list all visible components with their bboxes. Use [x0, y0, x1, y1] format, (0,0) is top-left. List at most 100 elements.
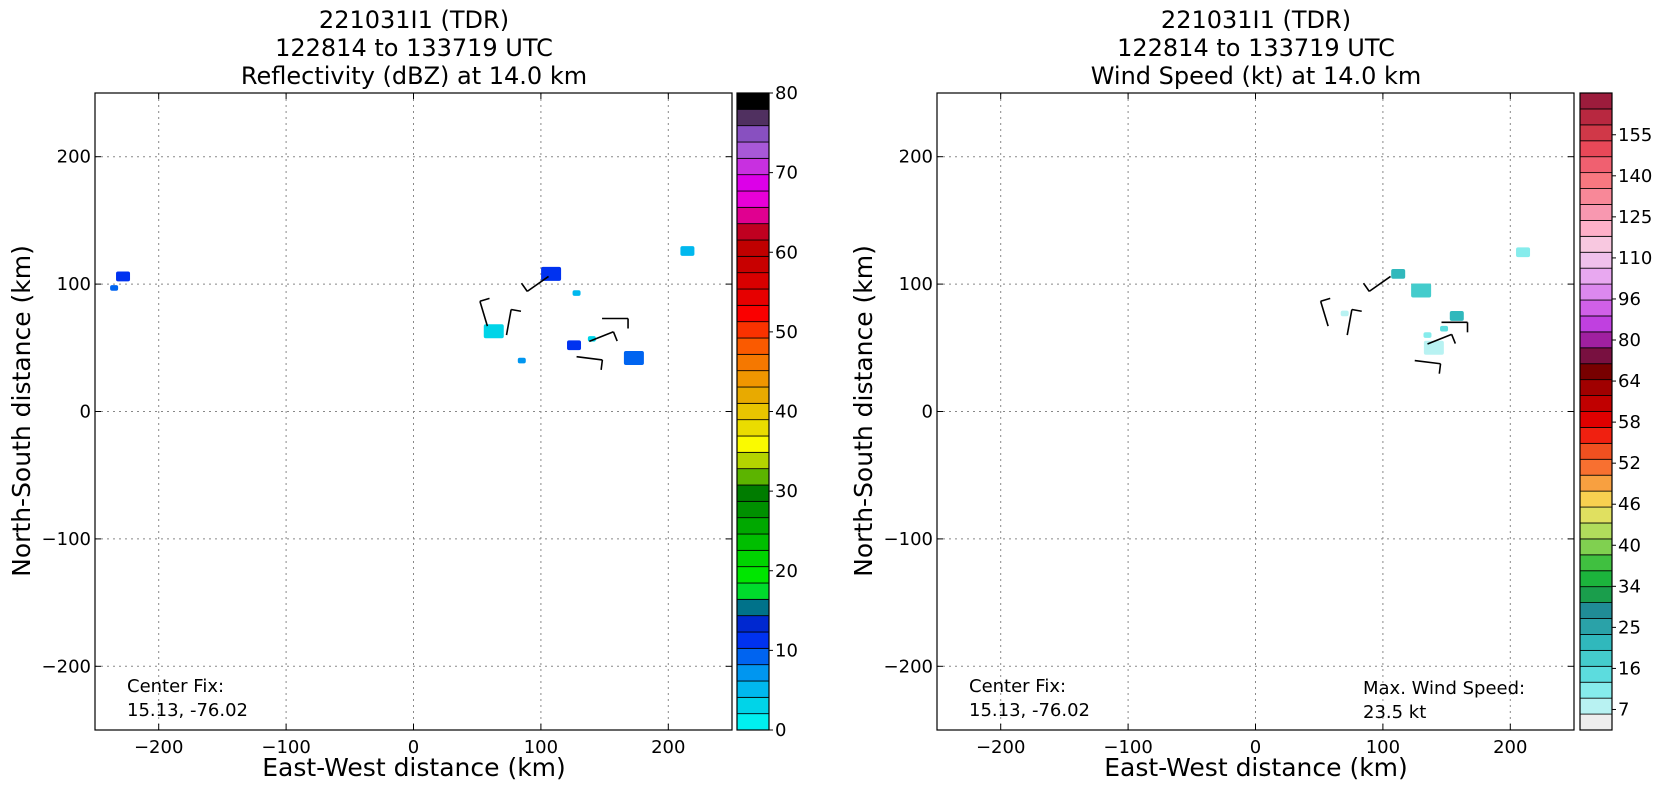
colorbar-segment [1579, 618, 1613, 635]
colorbar-segment [1579, 235, 1613, 253]
wind-barb-flag [1351, 308, 1362, 313]
colorbar-segment [736, 500, 770, 519]
colorbar-segment [736, 125, 770, 143]
colorbar-tick-label: 34 [1618, 576, 1641, 597]
data-cell [623, 350, 644, 365]
wind-barb-shaft [505, 309, 512, 336]
colorbar-segment [1579, 570, 1613, 588]
colorbar-segment [1579, 427, 1613, 444]
colorbar-segment [736, 713, 770, 731]
colorbar-tick-label: 155 [1618, 125, 1652, 146]
wind-barb-flag [511, 308, 522, 313]
colorbar-segment [736, 92, 770, 110]
y-tick-label: 100 [899, 274, 933, 295]
colorbar-segment [1579, 188, 1613, 205]
wind-barb-shaft [479, 301, 489, 327]
data-cell [1340, 310, 1349, 317]
colorbar-segment [1579, 681, 1613, 699]
colorbar-segment [1579, 395, 1613, 412]
colorbar-segment [1579, 299, 1613, 317]
data-cell [572, 290, 581, 296]
colorbar-tick-label: 64 [1618, 371, 1641, 392]
wind-barb-shaft [1346, 309, 1353, 336]
data-cells [1340, 247, 1531, 355]
colorbar-segment [1579, 251, 1613, 269]
colorbar-segment [1579, 538, 1613, 556]
data-cell [1423, 340, 1444, 355]
x-axis-label: East-West distance (km) [1104, 753, 1408, 782]
colorbar-segment [736, 190, 770, 208]
data-cell [1423, 332, 1432, 338]
wind-barb-shaft [526, 275, 550, 293]
colorbar-tick-label: 52 [1618, 453, 1641, 474]
wind-barb-shaft [1427, 333, 1452, 345]
wind-barb-flag [600, 359, 604, 370]
reflectivity-panel: 221031I1 (TDR) 122814 to 133719 UTC Refl… [7, 6, 798, 782]
colorbar-segment [736, 549, 770, 568]
colorbar-tick-label: 10 [775, 640, 798, 661]
wind-speed-panel: 221031I1 (TDR) 122814 to 133719 UTC Wind… [849, 6, 1652, 782]
wind-barb-flag [1320, 297, 1331, 303]
colorbar-segment [1579, 172, 1613, 189]
colorbar-segment [736, 321, 770, 339]
data-cell [1516, 247, 1531, 258]
chart-title-line-3: Reflectivity (dBZ) at 14.0 km [241, 62, 587, 90]
colorbar-segment [1579, 474, 1613, 492]
x-axis-label: East-West distance (km) [262, 753, 566, 782]
colorbar-segment [736, 468, 770, 486]
colorbar-segment [736, 108, 770, 127]
colorbar-segment [1579, 347, 1613, 365]
x-tick-label: 0 [1250, 737, 1261, 758]
colorbar-tick-label: 96 [1618, 289, 1641, 310]
wind-barb-shaft [576, 355, 603, 361]
x-tick-label: −200 [134, 737, 183, 758]
colorbar-tick-label: 80 [775, 83, 798, 104]
data-cells [110, 246, 695, 365]
colorbar-segment [736, 288, 770, 306]
colorbar-frame [1579, 92, 1613, 731]
colorbar-segment [736, 157, 770, 176]
colorbar-segment [736, 484, 770, 502]
colorbar-segment [736, 370, 770, 388]
colorbar-segment [736, 664, 770, 682]
colorbar-tick-label: 40 [1618, 535, 1641, 556]
wind-barb-flag [520, 282, 528, 292]
colorbar-segment [1579, 363, 1613, 381]
colorbar-segment [736, 141, 770, 159]
colorbar-segment [736, 239, 770, 257]
colorbar-tick-label: 20 [775, 561, 798, 582]
colorbar-segment [736, 615, 770, 633]
wind-barb-shaft [1319, 301, 1329, 327]
center-fix-value: 15.13, -76.02 [969, 700, 1090, 721]
chart-title-line-1: 221031I1 (TDR) [1161, 6, 1351, 34]
colorbar-tick-label: 40 [775, 402, 798, 423]
colorbar-segment [1579, 586, 1613, 603]
colorbar-tick-label: 140 [1618, 166, 1652, 187]
x-tick-label: 200 [651, 737, 685, 758]
colorbar-segment [1579, 554, 1613, 572]
colorbar-segment [1579, 442, 1613, 460]
center-fix-label: Center Fix: [127, 676, 224, 697]
colorbar-segment [736, 566, 770, 584]
colorbar-tick-label: 46 [1618, 494, 1641, 515]
data-cell [567, 340, 582, 351]
colorbar-segment [736, 255, 770, 274]
y-tick-label: −200 [42, 656, 91, 677]
chart-title-line-1: 221031I1 (TDR) [319, 6, 509, 34]
wind-barb-shaft [1414, 359, 1441, 365]
colorbar-tick-label: 25 [1618, 617, 1641, 638]
colorbar-tick-label: 80 [1618, 330, 1641, 351]
data-cell [1391, 269, 1406, 279]
colorbar-segment [1579, 140, 1613, 158]
colorbar-segment [736, 223, 770, 241]
wind-barb-shaft [1368, 275, 1392, 293]
x-tick-label: −100 [1103, 737, 1152, 758]
grid-lines [95, 93, 732, 730]
y-tick-label: 200 [899, 147, 933, 168]
wind-barb-flag [1438, 363, 1442, 374]
center-fix-label: Center Fix: [969, 676, 1066, 697]
x-tick-label: 0 [408, 737, 419, 758]
x-axis-ticks: −200 −100 0 100 200 [976, 93, 1527, 758]
grid-lines [937, 93, 1574, 730]
wind-barbs [1319, 275, 1469, 374]
